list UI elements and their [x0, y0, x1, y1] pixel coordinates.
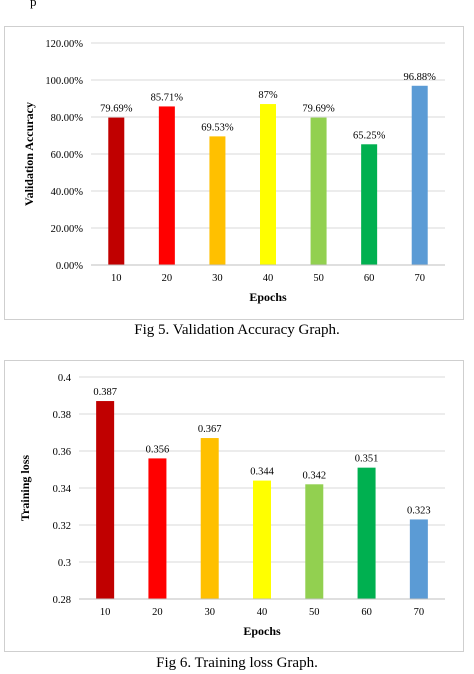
validation-accuracy-svg: 0.00% 20.00% 40.00% 60.00% 80.00% 100.00% 120.… [22, 39, 445, 304]
bar [209, 136, 226, 265]
y-tick-label: 60.00% [51, 150, 84, 161]
y-axis-label: Validation Accuracy [22, 102, 36, 206]
header-fragment: p [30, 0, 37, 9]
data-label: 96.88% [404, 72, 437, 83]
x-tick-label: 60 [361, 607, 372, 618]
data-label: 87% [258, 90, 278, 101]
data-label: 85.71% [151, 92, 184, 103]
x-tick-label: 10 [100, 607, 111, 618]
y-tick-label: 0.34 [53, 484, 72, 495]
x-tick-label: 50 [313, 273, 324, 284]
x-tick-label: 40 [263, 273, 274, 284]
y-tick-label: 40.00% [51, 187, 84, 198]
y-tick-label: 0.00% [56, 261, 83, 272]
data-label: 69.53% [201, 122, 234, 133]
data-label: 0.367 [198, 424, 222, 435]
bar [96, 401, 115, 599]
bar [200, 438, 219, 599]
x-tick-label: 30 [212, 273, 223, 284]
y-tick-label: 0.38 [53, 410, 71, 421]
bar [361, 144, 378, 265]
y-tick-label: 0.36 [53, 447, 71, 458]
bar [305, 484, 324, 599]
x-tick-label: 20 [162, 273, 173, 284]
training-loss-svg: 0.28 0.3 0.32 0.34 0.36 0.38 0.4 0.387 10 0.356 20… [18, 373, 445, 638]
bar [409, 519, 428, 599]
bar [158, 106, 175, 266]
validation-accuracy-chart: 0.00% 20.00% 40.00% 60.00% 80.00% 100.00% 120.… [4, 26, 464, 320]
y-axis-label: Training loss [18, 455, 32, 521]
data-label: 0.344 [250, 467, 274, 478]
bar [411, 85, 428, 265]
data-label: 0.351 [355, 454, 379, 465]
y-tick-label: 0.4 [58, 373, 72, 384]
bar [310, 117, 327, 265]
data-label: 79.69% [302, 104, 335, 115]
x-tick-label: 70 [414, 273, 425, 284]
data-label: 0.356 [146, 444, 170, 455]
x-tick-label: 70 [414, 607, 425, 618]
x-tick-label: 10 [111, 273, 122, 284]
data-label: 65.25% [353, 130, 386, 141]
validation-accuracy-caption: Fig 5. Validation Accuracy Graph. [134, 322, 340, 338]
bar [357, 467, 376, 599]
x-tick-label: 30 [204, 607, 215, 618]
y-tick-label: 0.28 [53, 595, 71, 606]
x-tick-label: 40 [257, 607, 268, 618]
x-axis-label: Epochs [243, 624, 281, 638]
data-label: 0.342 [302, 470, 326, 481]
y-tick-label: 0.32 [53, 521, 71, 532]
y-tick-label: 100.00% [45, 76, 83, 87]
training-loss-caption: Fig 6. Training loss Graph. [156, 655, 318, 671]
data-label: 0.387 [93, 387, 117, 398]
y-tick-label: 20.00% [51, 224, 84, 235]
bar [253, 480, 271, 599]
x-axis-label: Epochs [249, 290, 287, 304]
training-loss-chart: 0.28 0.3 0.32 0.34 0.36 0.38 0.4 0.387 10 0.356 20… [4, 360, 464, 652]
x-tick-label: 60 [364, 273, 375, 284]
bar [108, 117, 125, 265]
data-label: 79.69% [100, 104, 133, 115]
x-tick-label: 50 [309, 607, 320, 618]
bar [260, 104, 276, 265]
data-label: 0.323 [407, 505, 431, 516]
y-tick-label: 0.3 [58, 558, 71, 569]
y-tick-label: 120.00% [45, 39, 83, 50]
x-tick-label: 20 [152, 607, 163, 618]
y-tick-label: 80.00% [51, 113, 84, 124]
bar [148, 458, 167, 599]
